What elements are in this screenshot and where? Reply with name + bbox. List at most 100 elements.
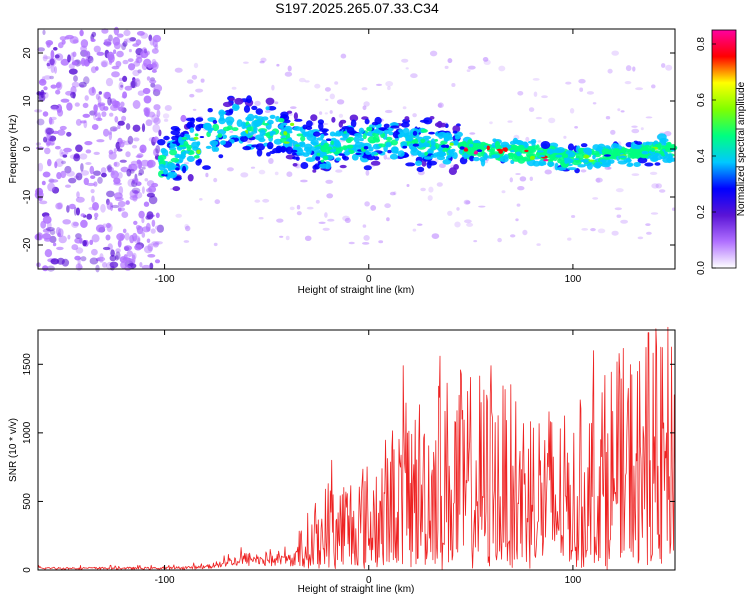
spectrogram-cell bbox=[355, 152, 362, 155]
colorbar-ticks: 0.0 0.2 0.4 0.6 0.8 bbox=[696, 37, 716, 275]
spectrogram-cell bbox=[92, 202, 99, 211]
spectrogram-cell bbox=[152, 123, 160, 133]
spectrogram-cell bbox=[132, 43, 140, 47]
spectrogram-cell bbox=[324, 212, 328, 218]
spectrogram-cell bbox=[132, 79, 140, 82]
spectrogram-cell bbox=[113, 161, 120, 168]
spectrogram-cell bbox=[637, 236, 644, 240]
spectrogram-cell bbox=[114, 255, 119, 261]
spectrogram-cell bbox=[50, 49, 55, 59]
spectrogram-cell bbox=[193, 136, 199, 140]
spectrogram-cell bbox=[605, 116, 611, 120]
spectrogram-cell bbox=[169, 143, 177, 148]
spectrogram-cell bbox=[134, 78, 141, 87]
snr-y-axis-label: SNR (10 * v/v) bbox=[8, 418, 19, 482]
spectrogram-cell bbox=[93, 181, 98, 187]
spectrogram-cell bbox=[348, 241, 355, 245]
spectrogram-cell bbox=[499, 155, 509, 163]
spectrogram-cell bbox=[146, 238, 151, 244]
spectrogram-cell bbox=[565, 81, 572, 85]
spectrogram-cell bbox=[183, 140, 189, 148]
spectrogram-cell bbox=[630, 152, 636, 158]
spectrogram-cell bbox=[228, 97, 235, 101]
spectrogram-cell bbox=[108, 54, 115, 63]
spectrogram-cell bbox=[313, 131, 321, 137]
spectrogram-cell bbox=[146, 76, 151, 81]
spectrogram-cell bbox=[72, 221, 79, 227]
spectrogram-cell bbox=[251, 120, 259, 128]
spectrogram-cell bbox=[292, 163, 298, 167]
spectrogram-cell bbox=[660, 138, 667, 144]
spectrogram-cell bbox=[184, 162, 189, 165]
spectrogram-cell bbox=[129, 189, 138, 198]
spectrogram-cell bbox=[229, 130, 234, 133]
spectrogram-cell bbox=[50, 105, 59, 111]
spectrogram-cell bbox=[645, 116, 653, 119]
spectrogram-cell bbox=[41, 180, 46, 186]
spectrogram-cell bbox=[285, 146, 294, 155]
spectrogram-cell bbox=[592, 144, 600, 151]
spectrogram-cell bbox=[132, 77, 136, 82]
spectrogram-cell bbox=[278, 118, 285, 123]
spectrogram-cell bbox=[205, 172, 209, 178]
spectrogram-cell bbox=[441, 144, 447, 148]
spectrogram-cell bbox=[525, 153, 533, 157]
spectrogram-cell bbox=[139, 262, 143, 268]
spectrogram-cell bbox=[403, 135, 409, 138]
spectrogram-cell bbox=[651, 183, 659, 189]
spectrogram-cell bbox=[671, 207, 676, 211]
snr-border bbox=[37, 329, 676, 571]
spectrogram-cell bbox=[47, 182, 55, 192]
spectrogram-cell bbox=[607, 159, 615, 164]
spectrogram-cell bbox=[186, 122, 195, 129]
spectrogram-cell bbox=[283, 141, 290, 144]
spectrogram-cell bbox=[473, 156, 480, 162]
spectrogram-cell bbox=[100, 167, 107, 174]
spectrogram-cell bbox=[640, 127, 644, 131]
spectrogram-cell bbox=[547, 158, 555, 162]
spectrogram-cell bbox=[410, 73, 418, 79]
spectrogram-cell bbox=[102, 91, 110, 99]
spectrogram-cell bbox=[42, 54, 48, 62]
spectrogram-cell bbox=[153, 148, 159, 157]
spectrogram-cell bbox=[178, 144, 184, 148]
snr-x-tick-label: 0 bbox=[366, 575, 372, 586]
spectrogram-cell bbox=[45, 227, 55, 232]
spectrogram-cell bbox=[55, 89, 61, 95]
spectrogram-cell bbox=[128, 48, 132, 53]
spectrogram-cell bbox=[363, 235, 370, 241]
spectrogram-cell bbox=[596, 177, 601, 183]
spectrogram-cell bbox=[413, 138, 419, 146]
spectrogram-cell bbox=[240, 172, 249, 178]
spectrogram-cell bbox=[131, 187, 141, 194]
spectrogram-cell bbox=[417, 150, 422, 156]
spectrogram-cell bbox=[192, 108, 197, 111]
spectrogram-cell bbox=[49, 229, 56, 235]
spectrogram-cell bbox=[49, 58, 55, 66]
spectrogram-cell bbox=[247, 124, 252, 127]
spectrogram-cell bbox=[271, 84, 275, 91]
spectrogram-y-ticks: -20 -10 0 10 20 bbox=[22, 47, 675, 252]
spectrogram-cell bbox=[586, 149, 592, 156]
spectrogram-cell bbox=[517, 91, 524, 96]
spectrogram-cell bbox=[536, 243, 541, 246]
snr-y-tick-label: 500 bbox=[22, 493, 33, 510]
spectrogram-cell bbox=[126, 37, 132, 43]
spectrogram-cell bbox=[126, 168, 132, 177]
spectrogram-cell bbox=[199, 136, 205, 138]
spectrogram-cell bbox=[412, 113, 417, 118]
spectrogram-cell bbox=[155, 241, 163, 245]
spectrogram-cell bbox=[436, 182, 443, 187]
spectrogram-cell bbox=[109, 261, 119, 268]
spectrogram-cell bbox=[184, 223, 189, 230]
spectrogram-cell bbox=[649, 171, 658, 175]
spectrogram-cell bbox=[38, 78, 47, 86]
spectrogram-cell bbox=[615, 188, 624, 193]
spectrogram-cell bbox=[389, 191, 396, 196]
spectrogram-cell bbox=[118, 106, 124, 112]
spectrogram-cell bbox=[189, 127, 195, 133]
spectrogram-cell bbox=[133, 220, 138, 225]
spectrogram-cell bbox=[592, 197, 599, 200]
spectrogram-cell bbox=[540, 141, 551, 149]
spectrogram-cell bbox=[290, 122, 295, 126]
